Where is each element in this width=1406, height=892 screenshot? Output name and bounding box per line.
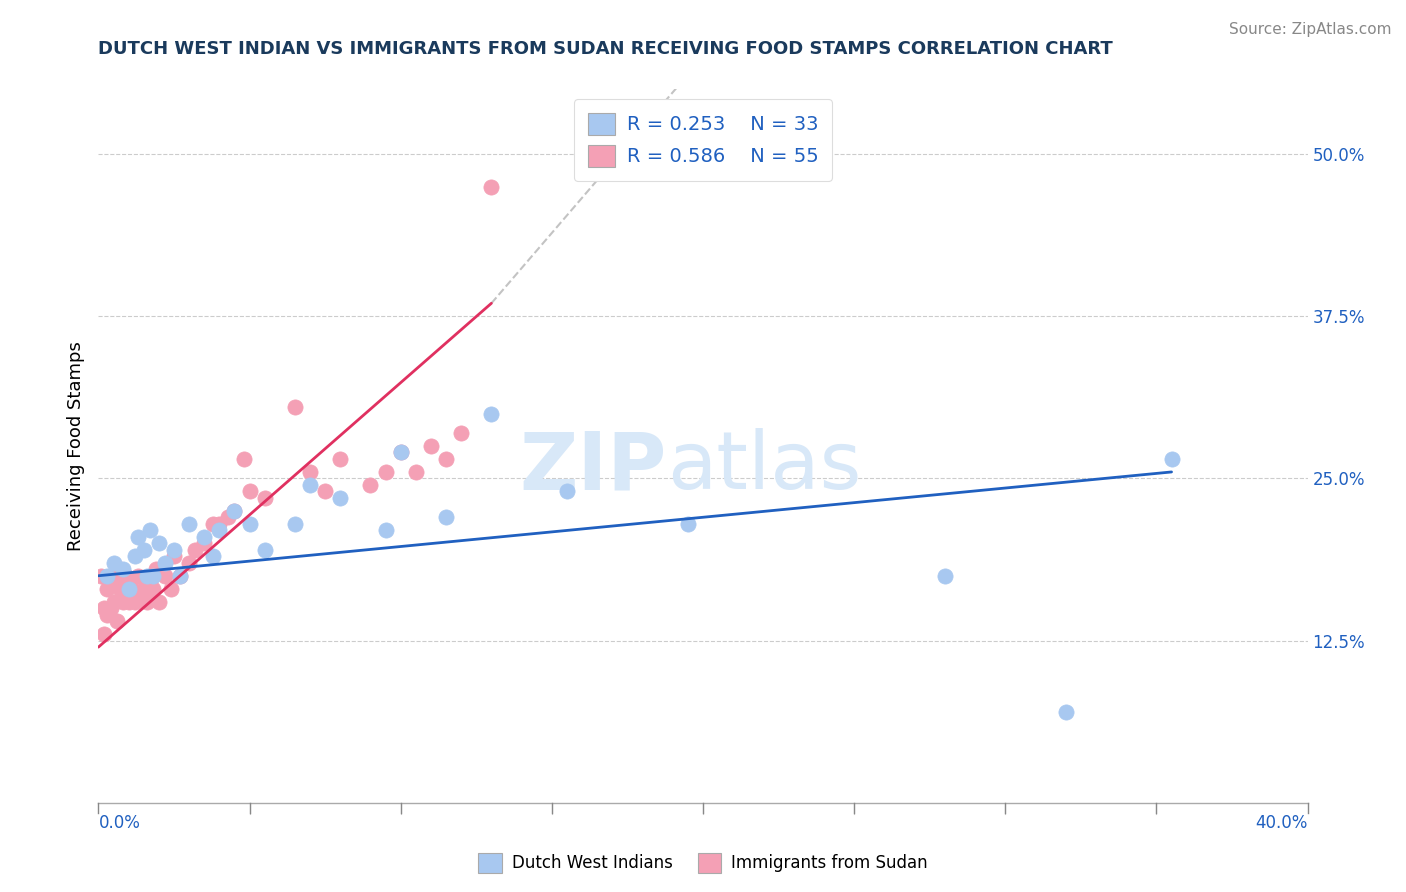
Point [253, 542, 276, 557]
Point [389, 445, 412, 459]
Point [105, 568, 128, 582]
Point [93, 601, 115, 615]
Point [202, 549, 225, 564]
Point [163, 542, 186, 557]
Point [481, 407, 503, 421]
Point [434, 452, 457, 467]
Text: 40.0%: 40.0% [1256, 814, 1308, 831]
Point [111, 562, 134, 576]
Point [193, 536, 215, 550]
Text: ZIP: ZIP [519, 428, 666, 507]
Point [96, 582, 118, 596]
Point [329, 452, 352, 467]
Point [208, 516, 231, 531]
Point [253, 491, 276, 505]
Point [142, 568, 165, 582]
Point [314, 484, 336, 499]
Point [676, 516, 699, 531]
Point [299, 478, 322, 492]
Point [329, 491, 352, 505]
Point [284, 400, 307, 414]
Point [374, 465, 396, 479]
Point [142, 582, 165, 596]
Text: 0.0%: 0.0% [98, 814, 141, 831]
Point [153, 556, 176, 570]
Point [139, 524, 162, 538]
Point [96, 607, 118, 622]
Text: Source: ZipAtlas.com: Source: ZipAtlas.com [1229, 22, 1392, 37]
Point [481, 179, 503, 194]
Point [934, 568, 956, 582]
Point [193, 530, 215, 544]
Point [103, 595, 125, 609]
Point [163, 549, 186, 564]
Point [118, 575, 141, 590]
Point [108, 582, 131, 596]
Point [184, 542, 207, 557]
Point [217, 510, 239, 524]
Point [374, 524, 396, 538]
Point [108, 562, 131, 576]
Point [132, 542, 155, 557]
Point [284, 516, 307, 531]
Point [177, 516, 201, 531]
Point [96, 568, 118, 582]
Point [148, 595, 170, 609]
Point [93, 627, 115, 641]
Point [127, 530, 149, 544]
Point [177, 556, 201, 570]
Point [135, 595, 157, 609]
Point [148, 536, 170, 550]
Point [124, 549, 146, 564]
Y-axis label: Receiving Food Stamps: Receiving Food Stamps [66, 341, 84, 551]
Point [103, 575, 125, 590]
Point [239, 516, 262, 531]
Point [118, 582, 141, 596]
Point [389, 445, 412, 459]
Point [232, 452, 254, 467]
Legend: Dutch West Indians, Immigrants from Sudan: Dutch West Indians, Immigrants from Suda… [472, 847, 934, 880]
Point [434, 510, 457, 524]
Point [132, 582, 155, 596]
Point [1054, 705, 1077, 719]
Point [100, 601, 122, 615]
Point [202, 516, 225, 531]
Point [118, 595, 141, 609]
Text: DUTCH WEST INDIAN VS IMMIGRANTS FROM SUDAN RECEIVING FOOD STAMPS CORRELATION CHA: DUTCH WEST INDIAN VS IMMIGRANTS FROM SUD… [98, 40, 1114, 58]
Point [127, 568, 149, 582]
Point [1160, 452, 1182, 467]
Text: atlas: atlas [666, 428, 860, 507]
Point [160, 582, 183, 596]
Point [145, 562, 167, 576]
Point [419, 439, 441, 453]
Point [360, 478, 382, 492]
Legend: R = 0.253    N = 33, R = 0.586    N = 55: R = 0.253 N = 33, R = 0.586 N = 55 [574, 99, 832, 181]
Point [129, 588, 152, 602]
Point [299, 465, 322, 479]
Point [239, 484, 262, 499]
Point [105, 614, 128, 628]
Point [114, 588, 136, 602]
Point [153, 568, 176, 582]
Point [224, 504, 246, 518]
Point [103, 556, 125, 570]
Point [169, 568, 191, 582]
Point [224, 504, 246, 518]
Point [555, 484, 578, 499]
Point [405, 465, 427, 479]
Point [135, 568, 157, 582]
Point [111, 575, 134, 590]
Point [90, 568, 112, 582]
Point [111, 595, 134, 609]
Point [450, 425, 472, 440]
Point [139, 575, 162, 590]
Point [114, 568, 136, 582]
Point [124, 595, 146, 609]
Point [100, 575, 122, 590]
Point [169, 568, 191, 582]
Point [121, 582, 143, 596]
Point [208, 524, 231, 538]
